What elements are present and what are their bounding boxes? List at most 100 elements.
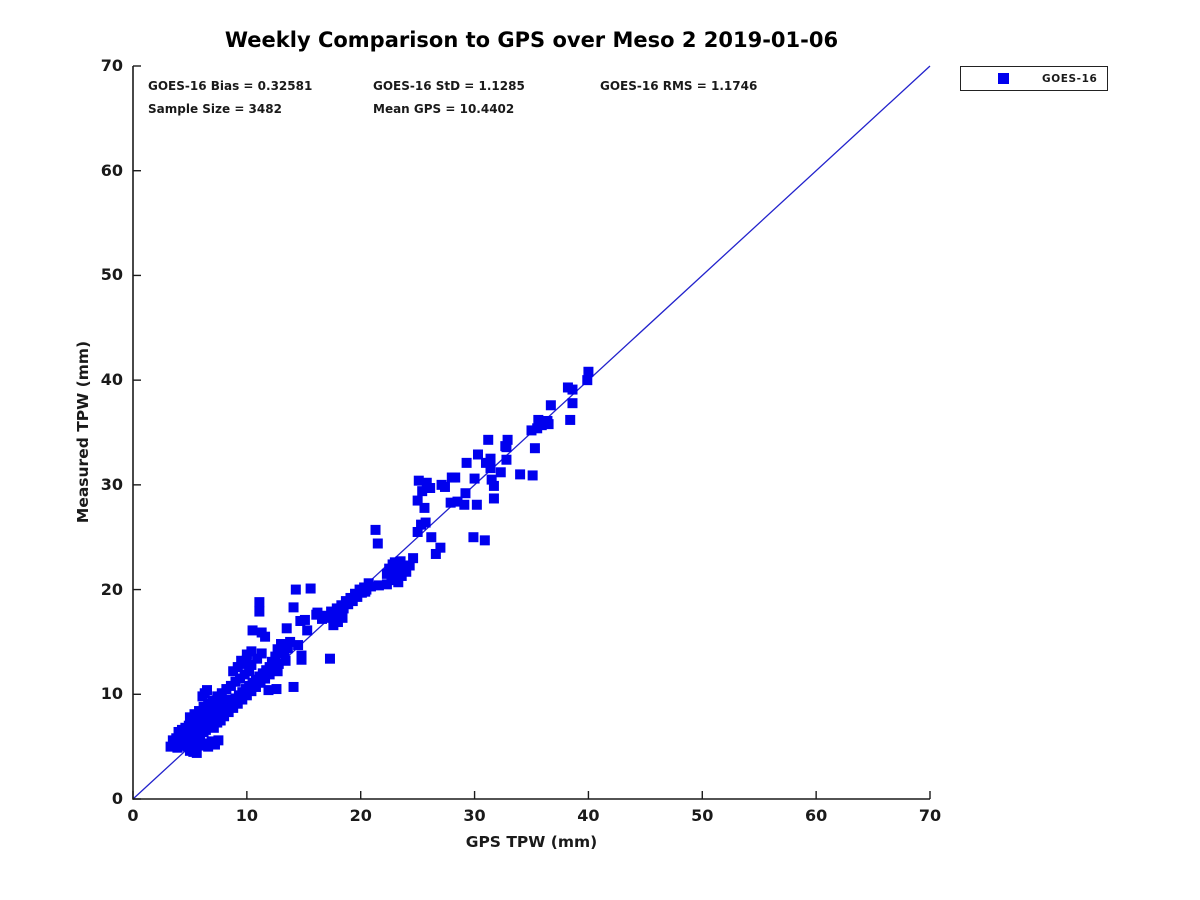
scatter-point [270,651,281,662]
y-tick-label: 60 [100,160,123,180]
scatter-point [246,659,257,670]
scatter-point [254,606,265,617]
legend-label-goes16: GOES-16 [1042,72,1098,85]
scatter-point [221,694,232,705]
scatter-point [468,532,479,543]
scatter-point [293,640,304,651]
x-tick-label: 60 [805,806,828,825]
legend: GOES-16 [960,66,1108,91]
scatter-point [412,495,423,506]
scatter-point [485,463,496,474]
scatter-point [372,538,383,549]
scatter-point [256,648,267,659]
scatter-point [207,718,218,729]
scatter-point [360,586,371,597]
scatter-point [381,579,392,590]
scatter-point [241,654,252,665]
scatter-point [445,497,456,508]
scatter-point [285,636,296,647]
scatter-point [483,434,494,445]
scatter-point [565,414,576,425]
scatter-point [272,644,283,655]
scatter-point [408,553,419,564]
y-tick-label: 70 [100,56,123,75]
scatter-point [200,724,211,735]
scatter-point [254,597,265,608]
scatter-point [247,625,258,636]
scatter-point [459,499,470,510]
scatter-point [241,649,252,660]
x-tick-label: 40 [577,806,600,825]
scatter-point [170,737,181,748]
scatter-point [495,467,506,478]
stat-sample-size: Sample Size = 3482 [148,102,282,116]
scatter-point [296,654,307,665]
scatter-point [299,614,310,625]
scatter-point [469,473,480,484]
scatter-point [323,612,334,623]
scatter-point [204,713,215,724]
scatter-point [486,474,497,485]
scatter-point [425,482,436,493]
scatter-point [290,584,301,595]
scatter-point [191,747,202,758]
scatter-point [337,612,348,623]
scatter-point [288,602,299,613]
scatter-point [311,609,322,620]
stat-std: GOES-16 StD = 1.1285 [373,79,525,93]
scatter-point [401,566,412,577]
scatter-point [461,457,472,468]
scatter-point [420,517,431,528]
scatter-point [202,685,213,696]
scatter-point [567,384,578,395]
chart-title: Weekly Comparison to GPS over Meso 2 201… [224,28,839,52]
scatter-point [479,535,490,546]
y-tick-label: 10 [100,684,123,704]
scatter-point [256,627,267,638]
scatter-point [244,666,255,677]
scatter-point [288,681,299,692]
scatter-point [279,647,290,658]
x-tick-label: 0 [127,806,139,825]
scatter-point [501,454,512,465]
legend-marker-goes16 [998,73,1009,84]
scatter-point [543,419,554,430]
y-tick-label: 0 [111,789,123,808]
stat-rms: GOES-16 RMS = 1.1746 [600,79,758,93]
y-axis-label: Measured TPW (mm) [74,340,92,524]
scatter-point [515,469,526,480]
scatter-point [281,623,292,634]
scatter-point [567,398,578,409]
x-axis-label: GPS TPW (mm) [465,833,598,851]
y-tick-label: 30 [100,474,123,494]
scatter-point [536,420,547,431]
scatter-point [412,526,423,537]
scatter-point [252,653,263,664]
scatter-point [488,480,499,491]
x-tick-label: 50 [691,806,714,825]
scatter-point [435,542,446,553]
scatter-point [502,434,513,445]
scatter-point [213,735,224,746]
scatter-point [583,366,594,377]
y-tick-label: 40 [100,370,123,390]
scatter-point [176,737,187,748]
y-tick-label: 20 [100,579,123,599]
scatter-point [527,470,538,481]
scatter-point [271,684,282,695]
scatter-point [436,479,447,490]
scatter-point [582,375,593,386]
x-tick-label: 30 [463,806,486,825]
scatter-point [545,400,556,411]
stat-bias: GOES-16 Bias = 0.32581 [148,79,313,93]
scatter-point [365,581,376,592]
scatter-point [302,625,313,636]
scatter-point [417,486,428,497]
scatter-point [526,425,537,436]
scatter-point [222,703,233,714]
y-tick-label: 50 [100,265,123,285]
scatter-point [235,691,246,702]
scatter-point [273,658,284,669]
